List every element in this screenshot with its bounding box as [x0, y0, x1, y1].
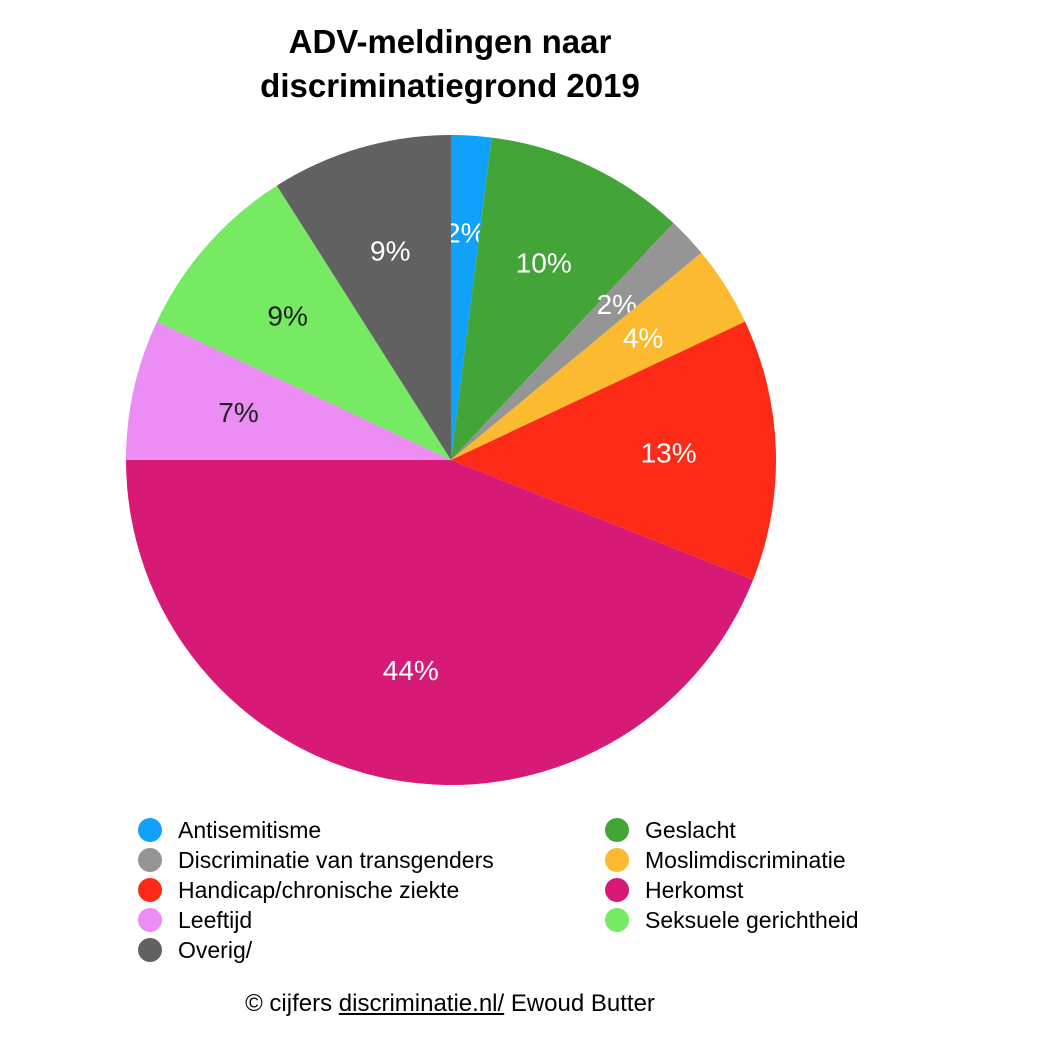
legend-label: Herkomst	[645, 876, 744, 903]
pie-slice-leeftijd	[126, 321, 451, 460]
chart-title: ADV-meldingen naar discriminatiegrond 20…	[0, 20, 900, 108]
legend-label: Overig/	[178, 936, 253, 963]
legend-item-leeftijd: Leeftijd	[138, 905, 252, 935]
pie-chart: 2%10%2%4%13%44%7%9%9%	[126, 135, 776, 786]
legend-item-handicap-chronische-ziekte: Handicap/chronische ziekte	[138, 875, 459, 905]
slice-label-leeftijd: 7%	[218, 397, 258, 428]
legend-label: Geslacht	[645, 816, 736, 843]
legend-swatch-discriminatie-van-transgenders	[138, 848, 162, 872]
legend-swatch-geslacht	[605, 818, 629, 842]
chart-title-line-1: ADV-meldingen naar	[288, 23, 612, 60]
slice-label-seksuele-gerichtheid: 9%	[267, 300, 307, 331]
credit-link[interactable]: discriminatie.nl/	[338, 990, 505, 1017]
legend-label: Handicap/chronische ziekte	[178, 876, 460, 903]
legend-item-moslimdiscriminatie: Moslimdiscriminatie	[605, 845, 846, 875]
pie-slice-herkomst	[126, 460, 754, 786]
slice-label-geslacht: 10%	[516, 247, 572, 278]
legend-swatch-leeftijd	[138, 908, 162, 932]
legend-item-overig: Overig/	[138, 935, 252, 965]
credit-line: © cijfers discriminatie.nl/ Ewoud Butter	[0, 990, 900, 1018]
pie-slice-discriminatie-van-transgenders	[451, 223, 702, 460]
credit-prefix: © cijfers	[245, 990, 339, 1017]
slice-label-moslimdiscriminatie: 4%	[623, 323, 663, 354]
legend-label: Leeftijd	[178, 906, 253, 933]
legend-item-discriminatie-van-transgenders: Discriminatie van transgenders	[138, 845, 494, 875]
legend-swatch-seksuele-gerichtheid	[605, 908, 629, 932]
pie-slice-handicap-chronische-ziekte	[451, 321, 776, 580]
legend-item-antisemitisme: Antisemitisme	[138, 815, 321, 845]
legend-label: Discriminatie van transgenders	[178, 846, 494, 873]
pie-slice-geslacht	[451, 137, 674, 460]
legend-label: Antisemitisme	[178, 816, 322, 843]
pie-slice-antisemitisme	[451, 135, 492, 460]
legend-swatch-herkomst	[605, 878, 629, 902]
slice-label-overig: 9%	[370, 235, 410, 266]
legend-label: Moslimdiscriminatie	[645, 846, 846, 873]
slice-label-herkomst: 44%	[383, 655, 439, 686]
legend-swatch-antisemitisme	[138, 818, 162, 842]
legend-item-geslacht: Geslacht	[605, 815, 736, 845]
pie-slice-moslimdiscriminatie	[451, 252, 746, 460]
legend-label: Seksuele gerichtheid	[645, 906, 859, 933]
chart-title-line-2: discriminatiegrond 2019	[260, 67, 640, 104]
pie-slice-seksuele-gerichtheid	[156, 185, 451, 460]
legend-swatch-overig	[138, 938, 162, 962]
legend-swatch-handicap-chronische-ziekte	[138, 878, 162, 902]
credit-suffix: Ewoud Butter	[504, 990, 655, 1017]
legend-item-herkomst: Herkomst	[605, 875, 743, 905]
pie-slice-overig	[276, 135, 451, 460]
legend-swatch-moslimdiscriminatie	[605, 848, 629, 872]
slice-label-handicap-chronische-ziekte: 13%	[641, 438, 697, 469]
legend-item-seksuele-gerichtheid: Seksuele gerichtheid	[605, 905, 859, 935]
